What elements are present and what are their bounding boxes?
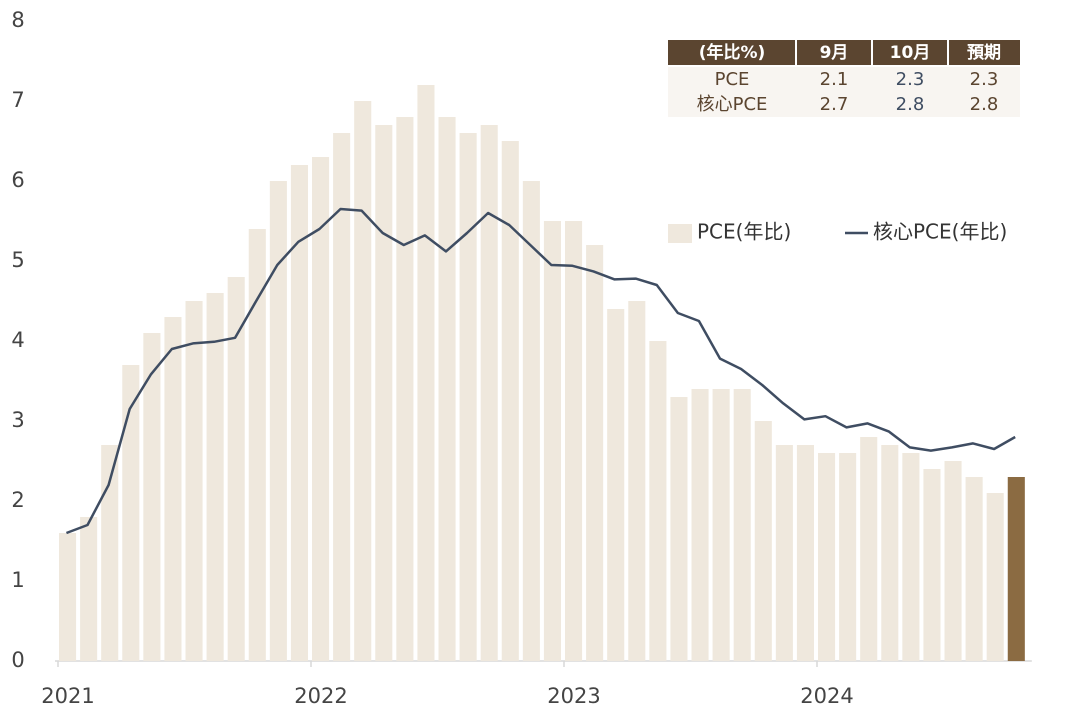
table-header: 9月	[820, 43, 849, 63]
bar	[290, 165, 308, 661]
table-body-bg	[668, 67, 1020, 117]
bar	[206, 293, 224, 661]
bar	[754, 421, 772, 661]
bar	[712, 389, 730, 661]
y-tick-label: 0	[11, 648, 24, 672]
bar	[543, 221, 561, 661]
y-tick-label: 2	[11, 488, 24, 512]
table-header: 10月	[890, 43, 931, 63]
y-tick-label: 7	[11, 88, 24, 112]
bar	[1007, 477, 1025, 661]
bar	[354, 101, 372, 661]
table-cell: 2.8	[970, 94, 999, 115]
bar	[607, 309, 625, 661]
bar	[59, 533, 77, 661]
bar	[164, 317, 182, 661]
bar	[839, 453, 857, 661]
y-tick-label: 5	[11, 248, 24, 272]
bar	[670, 397, 688, 661]
bar	[586, 245, 604, 661]
x-tick-label: 2023	[547, 684, 600, 708]
bar	[80, 517, 98, 661]
y-tick-label: 6	[11, 168, 24, 192]
bar	[122, 365, 140, 661]
bar	[143, 333, 161, 661]
bar	[227, 277, 245, 661]
y-tick-label: 4	[11, 328, 24, 352]
bar	[733, 389, 751, 661]
table-cell: 2.7	[820, 94, 849, 115]
y-tick-label: 8	[11, 8, 24, 32]
bar	[860, 437, 878, 661]
bar	[796, 445, 814, 661]
bar	[986, 493, 1004, 661]
y-tick-label: 1	[11, 568, 24, 592]
table-cell: 2.8	[896, 94, 925, 115]
x-tick-label: 2021	[41, 684, 94, 708]
bar	[248, 229, 266, 661]
bar	[944, 461, 962, 661]
bar	[691, 389, 709, 661]
bar	[459, 133, 477, 661]
table-header: 預期	[967, 43, 1001, 63]
table-cell: PCE	[715, 69, 750, 90]
bar	[417, 85, 435, 661]
bar	[565, 221, 583, 661]
bar	[775, 445, 793, 661]
bar	[818, 453, 836, 661]
bar	[438, 117, 456, 661]
bar	[333, 133, 351, 661]
bar	[312, 157, 330, 661]
table-cell: 核心PCE	[697, 94, 768, 115]
table-cell: 2.1	[820, 69, 849, 90]
bar	[628, 301, 646, 661]
line	[65, 207, 1016, 535]
bar	[923, 469, 941, 661]
table-header-bg	[668, 40, 1020, 65]
legend-label: PCE(年比)	[697, 220, 791, 244]
bar	[396, 117, 414, 661]
bar	[881, 445, 899, 661]
bar	[480, 125, 498, 661]
x-tick-label: 2022	[294, 684, 347, 708]
legend-label: 核心PCE(年比)	[873, 220, 1007, 244]
table-header: (年比%)	[699, 42, 766, 63]
bar	[965, 477, 983, 661]
bar	[375, 125, 393, 661]
bar	[522, 181, 540, 661]
bar	[902, 453, 920, 661]
table-cell: 2.3	[970, 69, 999, 90]
table-cell: 2.3	[896, 69, 925, 90]
bar	[185, 301, 203, 661]
bar	[649, 341, 667, 661]
legend-swatch	[668, 224, 692, 243]
bar	[501, 141, 519, 661]
x-tick-label: 2024	[800, 684, 853, 708]
bar	[101, 445, 119, 661]
y-tick-label: 3	[11, 408, 24, 432]
bar	[269, 181, 287, 661]
